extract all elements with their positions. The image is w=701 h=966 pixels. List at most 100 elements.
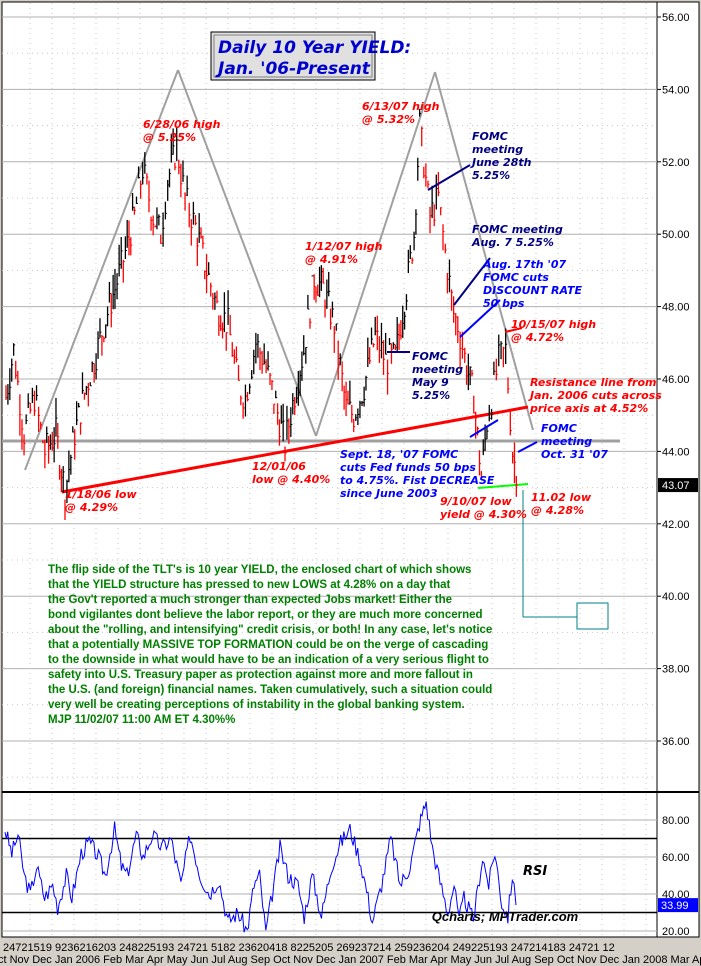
annotation-line: FOMC bbox=[472, 130, 508, 143]
annotation-line: 6/13/07 high bbox=[362, 100, 440, 113]
commentary-line: that the YIELD structure has pressed to … bbox=[48, 579, 451, 591]
annotation-line: 12/01/06 bbox=[252, 460, 306, 473]
annotation-line: FOMC bbox=[541, 422, 577, 435]
head-shoulder-line bbox=[434, 71, 534, 431]
resistance-line bbox=[61, 405, 529, 494]
commentary-line: very well be creating perceptions of ins… bbox=[48, 699, 465, 711]
time-axis-days: 24721519 9236216203 248225193 24721 5182… bbox=[3, 942, 615, 954]
annotation-leader bbox=[469, 419, 499, 438]
support-line bbox=[477, 483, 529, 489]
annotation-line: Oct. 31 '07 bbox=[541, 448, 608, 461]
annotation-line: 50 bps bbox=[483, 297, 525, 310]
commentary-line: safety into U.S. Treasury paper as prote… bbox=[48, 669, 473, 681]
annotation-line: Aug. 17th '07 bbox=[482, 258, 566, 271]
price-axis-tick: 36.00 bbox=[662, 736, 690, 748]
annotation-line: 5.25% bbox=[472, 169, 510, 182]
time-axis: 24721519 9236216203 248225193 24721 5182… bbox=[0, 942, 701, 966]
commentary-line: to the downside in what would have to be… bbox=[48, 654, 489, 666]
commentary-line: bond vigilantes dont believe the labor r… bbox=[48, 609, 483, 621]
annotation-line: 1/12/07 high bbox=[305, 240, 383, 253]
annotation-line: 6/28/06 high bbox=[143, 118, 221, 131]
head-shoulder-line bbox=[177, 69, 317, 437]
rsi-axis-tick: 20.00 bbox=[662, 926, 690, 938]
rsi-panel: 80.00 60.00 40.00 20.00 RSI 33.99 bbox=[2, 801, 698, 938]
grid bbox=[2, 3, 657, 936]
annotations: 6/28/06 high@ 5.25% 6/13/07 high@ 5.32% 1/… bbox=[65, 100, 662, 521]
price-axis-tick: 46.00 bbox=[662, 374, 690, 386]
commentary-line: MJP 11/02/07 11:00 AM ET 4.30%% bbox=[48, 714, 235, 726]
price-axis-tick: 38.00 bbox=[662, 664, 690, 676]
head-shoulder-line bbox=[315, 71, 436, 437]
annotation-leader bbox=[517, 441, 538, 453]
chart-title-line-1: Daily 10 Year YIELD: bbox=[218, 38, 411, 58]
price-axis-tick: 40.00 bbox=[662, 591, 690, 603]
annotation-line: FOMC bbox=[412, 350, 448, 363]
rsi-line bbox=[4, 801, 517, 933]
annotation-leader bbox=[459, 299, 501, 338]
commentary-line: that a potentially MASSIVE TOP FORMATION… bbox=[48, 639, 488, 651]
annotation-line: DISCOUNT RATE bbox=[483, 284, 582, 297]
annotation-line: cuts Fed funds 50 bps bbox=[340, 461, 476, 474]
annotation-leader bbox=[427, 164, 471, 191]
rsi-axis-tick: 40.00 bbox=[662, 889, 690, 901]
projection-box bbox=[576, 602, 609, 630]
commentary-line: the Gov't reported a much stronger than … bbox=[48, 594, 452, 606]
annotation-leader bbox=[504, 327, 523, 333]
price-axis-tick: 44.00 bbox=[662, 446, 690, 458]
pattern-lines bbox=[2, 69, 620, 630]
rsi-last-value: 33.99 bbox=[661, 900, 689, 912]
last-price-value: 43.07 bbox=[662, 480, 690, 492]
rsi-last-badge bbox=[658, 898, 698, 913]
price-axis-tick: 54.00 bbox=[662, 84, 690, 96]
annotation-line: since June 2003 bbox=[340, 487, 438, 500]
commentary-line: about the "rolling, and intensifying" cr… bbox=[48, 624, 492, 636]
chart-credit: Qcharts; MPTrader.com bbox=[432, 909, 579, 924]
annotation-line: June 28th bbox=[470, 156, 532, 169]
annotation-line: @ 5.25% bbox=[143, 131, 196, 144]
last-price-badge bbox=[658, 478, 698, 493]
annotation-line: @ 4.28% bbox=[531, 504, 584, 517]
rsi-axis-tick: 80.00 bbox=[662, 815, 690, 827]
annotation-line: Jan. 2006 cuts across bbox=[528, 389, 662, 402]
price-axis: 56.00 54.00 52.00 50.00 48.00 46.00 44.00 42.00… bbox=[657, 12, 698, 748]
rsi-axis-tick: 60.00 bbox=[662, 852, 690, 864]
annotation-line: FOMC meeting bbox=[472, 223, 563, 236]
annotation-line: 1/18/06 low bbox=[65, 488, 137, 501]
annotation-line: @ 4.29% bbox=[65, 501, 118, 514]
annotation-line: meeting bbox=[541, 435, 592, 448]
annotation-line: Sept. 18, '07 FOMC bbox=[340, 448, 458, 461]
annotation-line: 11.02 low bbox=[531, 491, 592, 504]
annotation-line: @ 5.32% bbox=[362, 113, 415, 126]
annotation-line: May 9 bbox=[412, 376, 449, 389]
annotation-line: 5.25% bbox=[412, 389, 450, 402]
price-axis-panel bbox=[656, 1, 700, 938]
price-axis-tick: 52.00 bbox=[662, 157, 690, 169]
chart-title-line-2: Jan. '06-Present bbox=[215, 59, 371, 79]
annotation-line: @ 4.72% bbox=[511, 331, 564, 344]
annotation-line: 9/10/07 low bbox=[440, 495, 512, 508]
annotation-line: meeting bbox=[472, 143, 523, 156]
commentary-text: The flip side of the TLT's is 10 year YI… bbox=[48, 564, 492, 726]
annotation-line: yield @ 4.30% bbox=[440, 508, 527, 521]
annotation-line: meeting bbox=[412, 363, 463, 376]
annotation-line: Aug. 7 5.25% bbox=[471, 236, 554, 249]
price-axis-tick: 56.00 bbox=[662, 12, 690, 24]
time-axis-months: ct Nov Dec Jan 2006 Feb Mar Apr May Jun … bbox=[0, 954, 701, 966]
annotation-line: price axis at 4.52% bbox=[529, 402, 648, 415]
annotation-line: FOMC cuts bbox=[483, 271, 549, 284]
annotation-line: 10/15/07 high bbox=[511, 318, 596, 331]
head-shoulder-line bbox=[24, 69, 179, 471]
price-axis-tick: 42.00 bbox=[662, 519, 690, 531]
commentary-line: the U.S. (and foreign) financial names. … bbox=[48, 684, 492, 696]
annotation-line: to 4.75%. Fist DECREASE bbox=[340, 474, 495, 487]
rsi-label: RSI bbox=[523, 864, 547, 879]
annotation-line: Resistance line from bbox=[530, 376, 656, 389]
price-axis-tick: 50.00 bbox=[662, 229, 690, 241]
annotation-line: low @ 4.40% bbox=[252, 473, 330, 486]
price-axis-tick: 48.00 bbox=[662, 302, 690, 314]
plot-frame bbox=[1, 1, 658, 938]
annotation-leader bbox=[453, 257, 491, 306]
chart-title-box: Daily 10 Year YIELD: Jan. '06-Present bbox=[210, 31, 411, 81]
price-bars bbox=[5, 108, 518, 521]
